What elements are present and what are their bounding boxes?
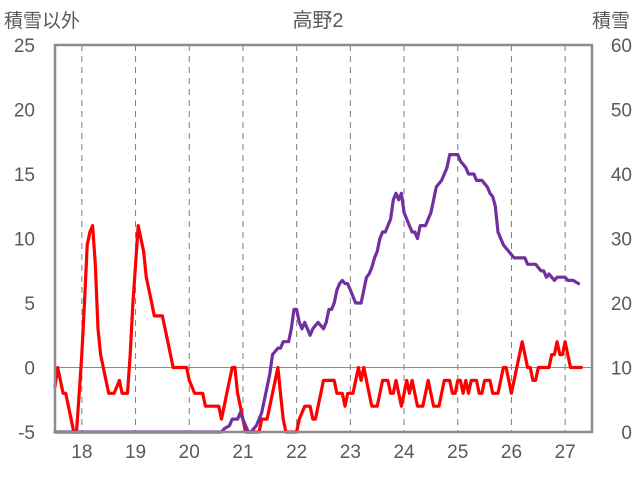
- y-right-tick-label: 0: [621, 423, 632, 444]
- x-tick-label-22: 22: [286, 442, 307, 463]
- y-right-tick-label: 50: [611, 101, 632, 122]
- x-tick-label-26: 26: [501, 442, 522, 463]
- y-left-tick-label: 0: [24, 359, 35, 380]
- plot-frame: [53, 43, 594, 434]
- y-right-tick-label: 10: [611, 359, 632, 380]
- x-tick-label-25: 25: [447, 442, 468, 463]
- chart-title: 高野2: [292, 9, 343, 32]
- series-line-snow-depth: [53, 153, 581, 434]
- y-left-tick-label: -5: [18, 423, 35, 444]
- series-line-other: [53, 224, 583, 434]
- left-axis-title: 積雪以外: [4, 10, 81, 32]
- y-right-tick-label: 40: [611, 165, 632, 186]
- vertical-gridlines: [81, 45, 566, 432]
- y-left-tick-label: 5: [24, 294, 35, 315]
- right-axis-ticks: 0 10 20 30 40 50 60: [611, 36, 632, 444]
- x-tick-label-24: 24: [393, 442, 415, 463]
- x-tick-label-27: 27: [555, 442, 576, 463]
- y-left-tick-label: 20: [14, 101, 35, 122]
- left-axis-ticks: -5 0 5 10 15 20 25: [14, 36, 35, 444]
- x-tick-label-19: 19: [125, 442, 146, 463]
- x-tick-label-21: 21: [232, 442, 253, 463]
- y-left-tick-label: 10: [14, 230, 35, 251]
- y-right-tick-label: 30: [611, 230, 632, 251]
- plot-series: [53, 153, 583, 434]
- x-tick-label-20: 20: [179, 442, 200, 463]
- y-left-tick-label: 15: [14, 165, 35, 186]
- y-right-tick-label: 20: [611, 294, 632, 315]
- x-tick-label-23: 23: [340, 442, 361, 463]
- y-left-tick-label: 25: [14, 36, 35, 57]
- x-axis-ticks: 18 19 20 21 22 23 24 25 26 27: [71, 442, 575, 463]
- x-tick-label-18: 18: [71, 442, 92, 463]
- right-axis-title: 積雪: [591, 10, 630, 32]
- y-right-tick-label: 60: [611, 36, 632, 57]
